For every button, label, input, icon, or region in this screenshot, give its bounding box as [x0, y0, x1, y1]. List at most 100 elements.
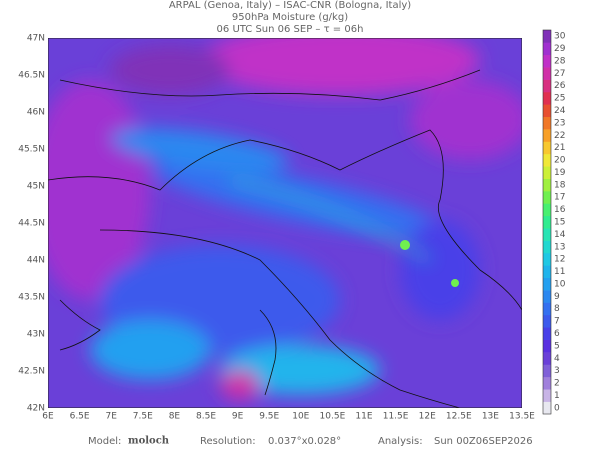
colorbar-label: 13: [554, 242, 565, 252]
header-line: 06 UTC Sun 06 SEP – τ = 06h: [217, 24, 364, 35]
colorbar-swatch: [543, 91, 551, 105]
moisture-field: [48, 38, 522, 408]
lon-label: 10E: [292, 412, 309, 422]
lon-label: 6E: [42, 412, 54, 422]
colorbar-label: 21: [554, 143, 565, 153]
colorbar-label: 20: [554, 156, 566, 166]
lat-label: 46.5N: [18, 71, 45, 81]
lon-label: 7E: [105, 412, 117, 422]
lon-label: 10.5E: [320, 412, 346, 422]
lon-label: 7.5E: [133, 412, 153, 422]
lat-label: 43.5N: [18, 293, 45, 303]
colorbar-swatch: [543, 228, 551, 241]
colorbar-label: 23: [554, 118, 565, 128]
colorbar-swatch: [543, 67, 551, 80]
colorbar-label: 0: [554, 403, 560, 413]
colorbar-swatch: [543, 166, 551, 179]
colorbar-swatch: [543, 54, 551, 68]
colorbar-swatch: [543, 30, 551, 43]
footer-label: Resolution:: [200, 436, 256, 447]
colorbar-swatch: [543, 203, 551, 217]
colorbar-label: 1: [554, 391, 560, 401]
colorbar-swatch: [543, 277, 551, 291]
colorbar-label: 3: [554, 366, 560, 376]
colorbar-swatch: [543, 252, 551, 266]
footer-value: moloch: [128, 436, 170, 447]
colorbar-swatch: [543, 79, 551, 93]
colorbar-swatch: [543, 129, 551, 142]
colorbar-label: 17: [554, 193, 565, 203]
colorbar-label: 24: [554, 106, 566, 116]
footer-value: Sun 00Z06SEP2026: [434, 436, 533, 447]
lat-label: 43N: [27, 330, 45, 340]
colorbar-label: 8: [554, 304, 560, 314]
colorbar-label: 7: [554, 317, 560, 327]
colorbar-frame: [542, 29, 552, 415]
lon-label: 6.5E: [70, 412, 90, 422]
colorbar-swatch: [543, 116, 551, 130]
lon-label: 9.5E: [259, 412, 279, 422]
lat-label: 44N: [27, 256, 45, 266]
colorbar-label: 16: [554, 205, 566, 215]
colorbar-swatch: [543, 352, 551, 365]
colorbar-label: 9: [554, 292, 560, 302]
colorbar-label: 26: [554, 81, 566, 91]
lon-label: 13.5E: [509, 412, 535, 422]
header-line: 950hPa Moisture (g/kg): [232, 12, 348, 23]
colorbar-label: 2: [554, 379, 560, 389]
colorbar-label: 30: [554, 32, 566, 42]
header-line: ARPAL (Genoa, Italy) – ISAC-CNR (Bologna…: [169, 0, 411, 11]
lat-label: 47N: [27, 34, 45, 44]
colorbar-swatch: [543, 327, 551, 340]
colorbar-label: 25: [554, 94, 565, 104]
footer-label: Model:: [88, 436, 121, 447]
colorbar-swatch: [543, 42, 551, 56]
colorbar-label: 14: [554, 230, 566, 240]
lat-label: 45.5N: [18, 145, 45, 155]
colorbar-label: 12: [554, 255, 565, 265]
colorbar-label: 27: [554, 69, 565, 79]
colorbar-label: 5: [554, 341, 560, 351]
colorbar-swatch: [543, 401, 551, 415]
colorbar-swatch: [543, 178, 551, 192]
colorbar-label: 22: [554, 131, 565, 141]
colorbar-label: 19: [554, 168, 566, 178]
colorbar-swatch: [543, 339, 551, 353]
colorbar-label: 11: [554, 267, 565, 277]
lon-label: 11.5E: [383, 412, 409, 422]
colorbar-label: 29: [554, 44, 566, 54]
colorbar-label: 15: [554, 218, 565, 228]
colorbar-swatch: [543, 191, 551, 204]
colorbar-swatch: [543, 215, 551, 229]
lon-label: 9E: [232, 412, 244, 422]
colorbar-swatch: [543, 389, 551, 402]
lon-label: 12.5E: [446, 412, 472, 422]
footer-label: Analysis:: [378, 436, 423, 447]
lat-label: 44.5N: [18, 219, 45, 229]
colorbar-label: 10: [554, 279, 566, 289]
lat-label: 46N: [27, 108, 45, 118]
colorbar-swatch: [543, 240, 551, 254]
colorbar-swatch: [543, 265, 551, 279]
colorbar-swatch: [543, 153, 551, 167]
colorbar-swatch: [543, 364, 551, 378]
lon-label: 12E: [419, 412, 436, 422]
colorbar-swatch: [543, 104, 551, 118]
lat-label: 45N: [27, 182, 45, 192]
lon-label: 11E: [355, 412, 372, 422]
lon-label: 8E: [169, 412, 181, 422]
colorbar-swatch: [543, 314, 551, 328]
colorbar-swatch: [543, 290, 551, 303]
colorbar-swatch: [543, 376, 551, 390]
footer-value: 0.037°x0.028°: [268, 436, 341, 447]
colorbar-swatch: [543, 141, 551, 155]
colorbar-label: 4: [554, 354, 560, 364]
colorbar-label: 18: [554, 180, 566, 190]
colorbar-swatch: [543, 302, 551, 316]
colorbar-label: 28: [554, 56, 566, 66]
lat-label: 42N: [27, 404, 45, 414]
colorbar-label: 6: [554, 329, 560, 339]
lon-label: 13E: [482, 412, 499, 422]
lat-label: 42.5N: [18, 367, 45, 377]
